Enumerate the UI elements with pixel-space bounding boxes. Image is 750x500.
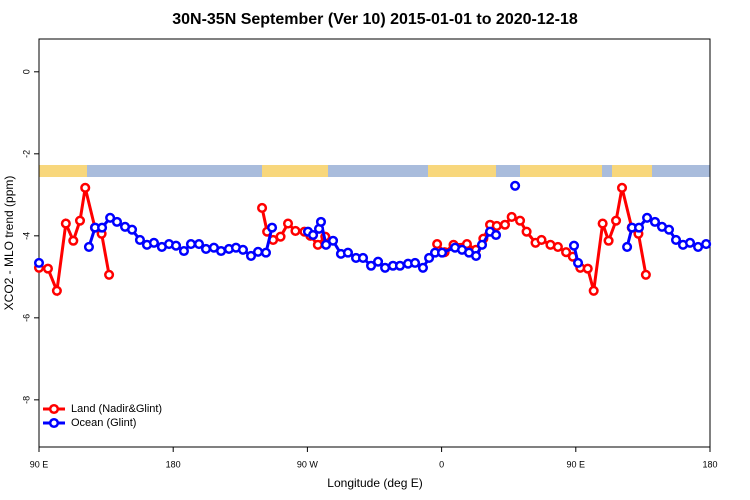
point xyxy=(561,247,572,258)
y-tick-label: -4 xyxy=(21,232,31,240)
point xyxy=(622,241,633,252)
point xyxy=(342,247,354,258)
point xyxy=(436,247,448,258)
point xyxy=(582,263,593,274)
point xyxy=(432,238,443,250)
x-axis-label: Longitude (deg E) xyxy=(327,476,422,490)
point xyxy=(506,211,517,223)
point xyxy=(417,262,429,273)
point xyxy=(170,240,182,251)
point xyxy=(380,262,391,273)
point xyxy=(588,285,599,296)
point xyxy=(42,263,53,274)
x-tick-label: 90 E xyxy=(567,459,586,469)
y-tick-label: -6 xyxy=(21,314,31,322)
x-tick-label: 0 xyxy=(439,459,444,469)
point xyxy=(178,245,189,257)
point xyxy=(510,180,521,191)
legend-marker xyxy=(48,403,60,415)
y-tick-label: 0 xyxy=(21,69,31,74)
point xyxy=(105,212,116,223)
legend-label: Ocean (Glint) xyxy=(71,417,136,429)
point xyxy=(603,235,614,246)
point xyxy=(640,269,651,280)
point xyxy=(51,285,62,296)
chart-title: 30N-35N September (Ver 10) 2015-01-01 to… xyxy=(172,11,578,28)
legend-marker xyxy=(48,417,60,429)
point xyxy=(267,222,278,233)
y-tick-label: -8 xyxy=(21,396,31,404)
point xyxy=(521,226,532,237)
point xyxy=(633,222,645,233)
point xyxy=(260,247,271,258)
point xyxy=(320,239,332,250)
point xyxy=(315,216,327,227)
point xyxy=(663,224,675,235)
point xyxy=(490,229,502,241)
point xyxy=(373,256,384,267)
point xyxy=(60,218,71,229)
x-tick-label: 90 W xyxy=(297,459,319,469)
point xyxy=(33,257,45,268)
point xyxy=(237,244,249,255)
point xyxy=(470,250,482,261)
point xyxy=(693,241,704,252)
point xyxy=(366,260,377,271)
point xyxy=(282,218,294,229)
point xyxy=(357,252,369,264)
point xyxy=(111,216,123,227)
point xyxy=(68,235,79,246)
point xyxy=(649,216,661,227)
point xyxy=(83,241,95,252)
point xyxy=(312,239,323,250)
x-tick-label: 180 xyxy=(702,459,717,469)
point xyxy=(597,218,608,229)
point xyxy=(327,235,339,246)
point xyxy=(670,234,682,245)
x-tick-label: 90 E xyxy=(30,459,49,469)
point xyxy=(245,250,257,261)
point xyxy=(104,269,115,280)
point xyxy=(611,215,622,226)
point xyxy=(499,219,511,230)
point xyxy=(193,238,205,250)
point xyxy=(642,212,653,223)
point xyxy=(424,252,435,264)
point xyxy=(275,231,286,242)
point xyxy=(684,237,696,248)
point xyxy=(134,234,145,245)
point xyxy=(126,224,138,235)
point xyxy=(148,237,160,248)
point xyxy=(80,182,91,193)
point xyxy=(74,215,86,226)
point xyxy=(394,260,406,271)
x-tick-label: 180 xyxy=(166,459,181,469)
point xyxy=(572,257,584,268)
y-tick-label: -2 xyxy=(21,150,31,158)
point xyxy=(616,182,628,193)
point xyxy=(536,234,547,245)
point xyxy=(491,220,502,232)
point xyxy=(552,241,563,252)
point xyxy=(252,246,264,257)
point xyxy=(216,245,227,257)
point xyxy=(97,222,108,233)
y-axis-label: XCO2 - MLO trend (ppm) xyxy=(2,176,16,311)
point xyxy=(200,243,212,254)
point xyxy=(476,239,488,250)
point xyxy=(568,240,580,251)
point xyxy=(514,215,526,226)
point xyxy=(701,238,712,250)
point xyxy=(290,225,301,236)
point xyxy=(257,202,268,213)
point xyxy=(410,257,421,268)
point xyxy=(185,238,196,250)
land-mask xyxy=(39,165,710,177)
legend-label: Land (Nadir&Glint) xyxy=(71,403,162,415)
point xyxy=(308,229,319,241)
